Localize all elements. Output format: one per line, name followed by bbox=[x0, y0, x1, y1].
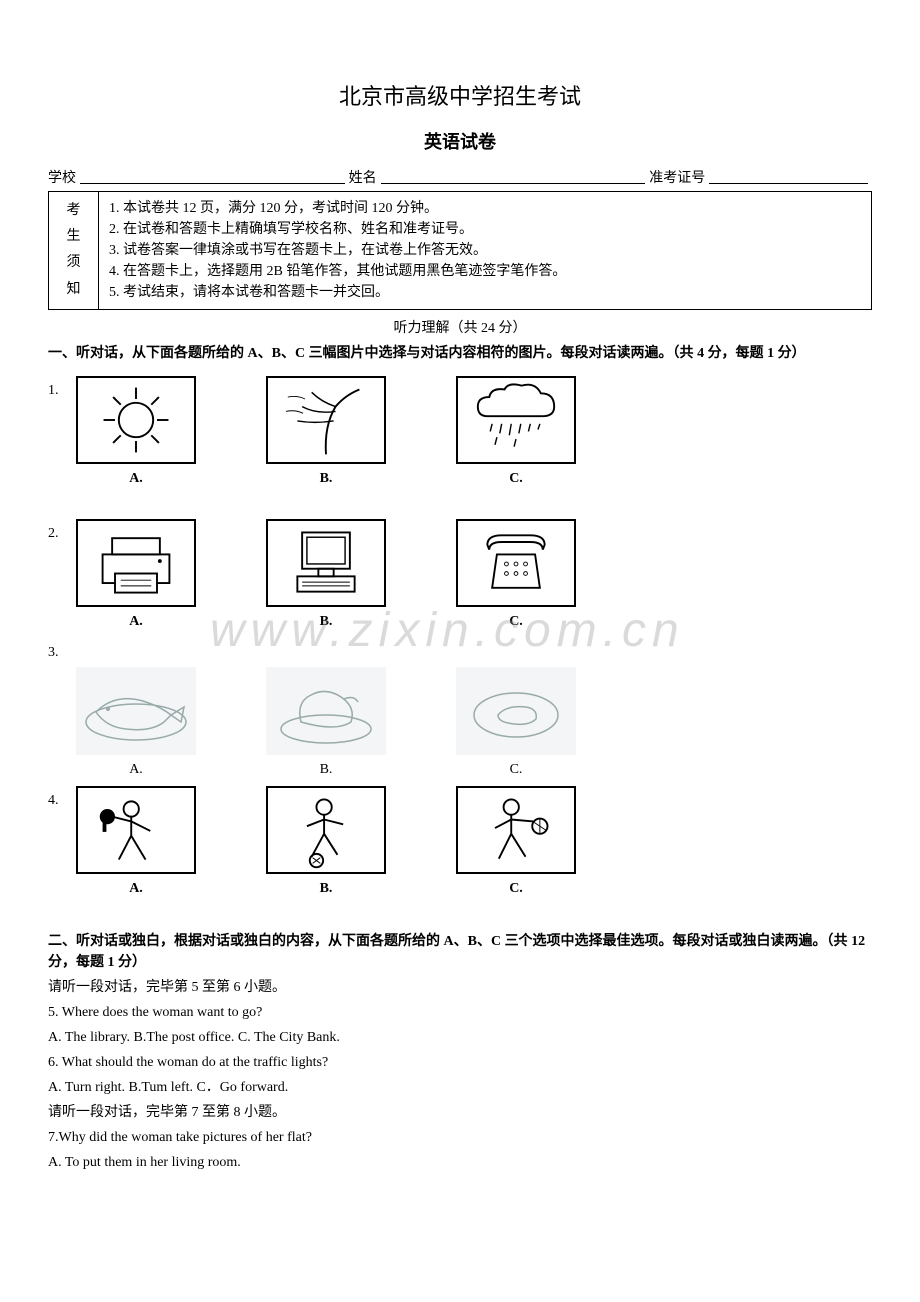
q2-opt-a[interactable]: A. bbox=[76, 519, 196, 632]
q3-opt-b[interactable]: B. bbox=[266, 667, 386, 780]
q7-opt-a: A. To put them in her living room. bbox=[48, 1152, 872, 1173]
sub-title: 英语试卷 bbox=[48, 129, 872, 156]
question-2: 2. A. B. C. bbox=[48, 519, 872, 632]
notice-header: 考 生 须 知 bbox=[49, 192, 99, 309]
fish-icon bbox=[76, 667, 196, 755]
notice-char-1: 考 bbox=[59, 200, 88, 222]
q3-num: 3. bbox=[48, 642, 76, 663]
q3-b-label: B. bbox=[320, 759, 333, 780]
q2-c-label: C. bbox=[509, 611, 523, 632]
q1-opt-c[interactable]: C. bbox=[456, 376, 576, 489]
q4-a-label: A. bbox=[129, 878, 143, 899]
rain-cloud-icon bbox=[456, 376, 576, 464]
name-blank[interactable] bbox=[381, 168, 646, 184]
examno-blank[interactable] bbox=[709, 168, 868, 184]
wind-tree-icon bbox=[266, 376, 386, 464]
q2-a-label: A. bbox=[129, 611, 143, 632]
q3-opt-a[interactable]: A. bbox=[76, 667, 196, 780]
notice-line-2: 2. 在试卷和答题卡上精确填写学校名称、姓名和准考证号。 bbox=[109, 219, 566, 240]
notice-body: 1. 本试卷共 12 页，满分 120 分，考试时间 120 分钟。 2. 在试… bbox=[99, 192, 576, 309]
notice-line-4: 4. 在答题卡上，选择题用 2B 铅笔作答，其他试题用黑色笔迹签字笔作答。 bbox=[109, 261, 566, 282]
sun-icon bbox=[76, 376, 196, 464]
q1-opt-a[interactable]: A. bbox=[76, 376, 196, 489]
listening-title: 听力理解（共 24 分） bbox=[48, 318, 872, 339]
q4-opt-c[interactable]: C. bbox=[456, 786, 576, 899]
q4-b-label: B. bbox=[320, 878, 333, 899]
dialog2-intro: 请听一段对话，完毕第 7 至第 8 小题。 bbox=[48, 1102, 872, 1123]
name-label: 姓名 bbox=[349, 168, 377, 189]
q4-num: 4. bbox=[48, 786, 76, 811]
computer-icon bbox=[266, 519, 386, 607]
student-info-row: 学校 姓名 准考证号 bbox=[48, 168, 872, 189]
notice-box: 考 生 须 知 1. 本试卷共 12 页，满分 120 分，考试时间 120 分… bbox=[48, 191, 872, 310]
q5-text: 5. Where does the woman want to go? bbox=[48, 1002, 872, 1023]
q1-b-label: B. bbox=[320, 468, 333, 489]
q1-a-label: A. bbox=[129, 468, 143, 489]
q2-opt-b[interactable]: B. bbox=[266, 519, 386, 632]
football-icon bbox=[266, 786, 386, 874]
q2-b-label: B. bbox=[320, 611, 333, 632]
q3-a-label: A. bbox=[129, 759, 143, 780]
q4-c-label: C. bbox=[509, 878, 523, 899]
sausage-icon bbox=[456, 667, 576, 755]
question-1: 1. A. B. C. bbox=[48, 376, 872, 489]
printer-icon bbox=[76, 519, 196, 607]
dialog1-intro: 请听一段对话，完毕第 5 至第 6 小题。 bbox=[48, 977, 872, 998]
q4-opt-b[interactable]: B. bbox=[266, 786, 386, 899]
q5-opts: A. The library. B.The post office. C. Th… bbox=[48, 1027, 872, 1048]
q3-c-label: C. bbox=[510, 759, 523, 780]
school-blank[interactable] bbox=[80, 168, 345, 184]
notice-line-1: 1. 本试卷共 12 页，满分 120 分，考试时间 120 分钟。 bbox=[109, 198, 566, 219]
section2-instruction: 二、听对话或独白，根据对话或独白的内容，从下面各题所给的 A、B、C 三个选项中… bbox=[48, 931, 872, 973]
q1-c-label: C. bbox=[509, 468, 523, 489]
section1-instruction: 一、听对话，从下面各题所给的 A、B、C 三幅图片中选择与对话内容相符的图片。每… bbox=[48, 343, 872, 364]
basketball-icon bbox=[456, 786, 576, 874]
chicken-icon bbox=[266, 667, 386, 755]
telephone-icon bbox=[456, 519, 576, 607]
q6-text: 6. What should the woman do at the traff… bbox=[48, 1052, 872, 1073]
tabletennis-icon bbox=[76, 786, 196, 874]
q1-num: 1. bbox=[48, 376, 76, 401]
question-3: 3. bbox=[48, 642, 872, 663]
q2-opt-c[interactable]: C. bbox=[456, 519, 576, 632]
question-4: 4. A. B. C. bbox=[48, 786, 872, 899]
q2-num: 2. bbox=[48, 519, 76, 544]
q1-opt-b[interactable]: B. bbox=[266, 376, 386, 489]
q3-opt-c[interactable]: C. bbox=[456, 667, 576, 780]
notice-char-2: 生 bbox=[59, 226, 88, 248]
examno-label: 准考证号 bbox=[649, 168, 705, 189]
main-title: 北京市高级中学招生考试 bbox=[48, 80, 872, 113]
notice-line-3: 3. 试卷答案一律填涂或书写在答题卡上，在试卷上作答无效。 bbox=[109, 240, 566, 261]
notice-line-5: 5. 考试结束，请将本试卷和答题卡一并交回。 bbox=[109, 282, 566, 303]
school-label: 学校 bbox=[48, 168, 76, 189]
notice-char-4: 知 bbox=[59, 279, 88, 301]
q7-text: 7.Why did the woman take pictures of her… bbox=[48, 1127, 872, 1148]
q6-opts: A. Turn right. B.Tum left. C．Go forward. bbox=[48, 1077, 872, 1098]
q4-opt-a[interactable]: A. bbox=[76, 786, 196, 899]
notice-char-3: 须 bbox=[59, 252, 88, 274]
